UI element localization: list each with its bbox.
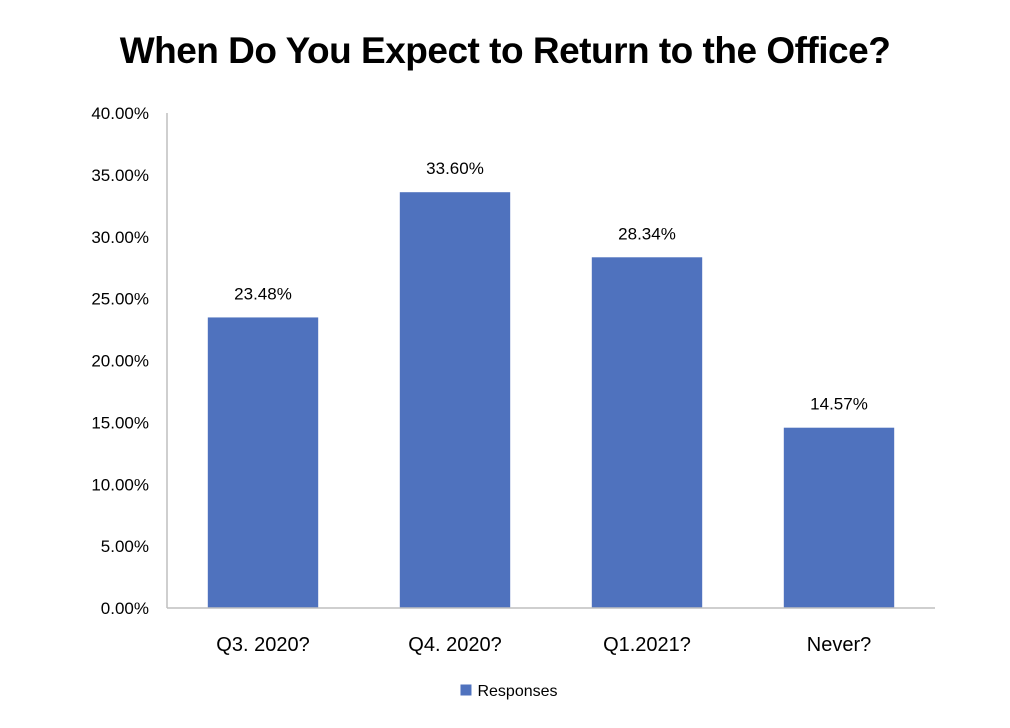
data-label: 23.48% [234, 284, 292, 303]
legend-swatch [460, 684, 472, 696]
data-label: 14.57% [810, 395, 868, 414]
bar [399, 192, 511, 608]
y-tick-label: 20.00% [91, 352, 149, 371]
y-tick-label: 15.00% [91, 413, 149, 432]
y-tick-label: 40.00% [91, 104, 149, 123]
x-tick-label: Q1.2021? [603, 634, 691, 656]
y-tick-label: 10.00% [91, 475, 149, 494]
bar [591, 257, 703, 608]
y-axis: 0.00% 5.00% 10.00% 15.00% 20.00% 25.00% 30.00%… [91, 104, 168, 618]
data-label: 33.60% [426, 159, 484, 178]
y-tick-label: 5.00% [101, 537, 149, 556]
data-label: 28.34% [618, 224, 676, 243]
y-tick-label: 35.00% [91, 166, 149, 185]
legend-label: Responses [477, 683, 557, 700]
plot-area: 23.48% 33.60% 28.34% 14.57% [207, 159, 895, 608]
x-tick-label: Never? [807, 634, 871, 656]
x-tick-label: Q3. 2020? [216, 634, 309, 656]
bar [207, 317, 319, 608]
y-tick-label: 30.00% [91, 228, 149, 247]
chart-title: When Do You Expect to Return to the Offi… [119, 30, 891, 71]
y-tick-label: 25.00% [91, 290, 149, 309]
x-axis: Q3. 2020? Q4. 2020? Q1.2021? Never? [167, 607, 935, 656]
bar [783, 427, 895, 608]
legend: Responses [460, 683, 558, 700]
x-tick-label: Q4. 2020? [408, 634, 501, 656]
y-tick-label: 0.00% [101, 599, 149, 618]
